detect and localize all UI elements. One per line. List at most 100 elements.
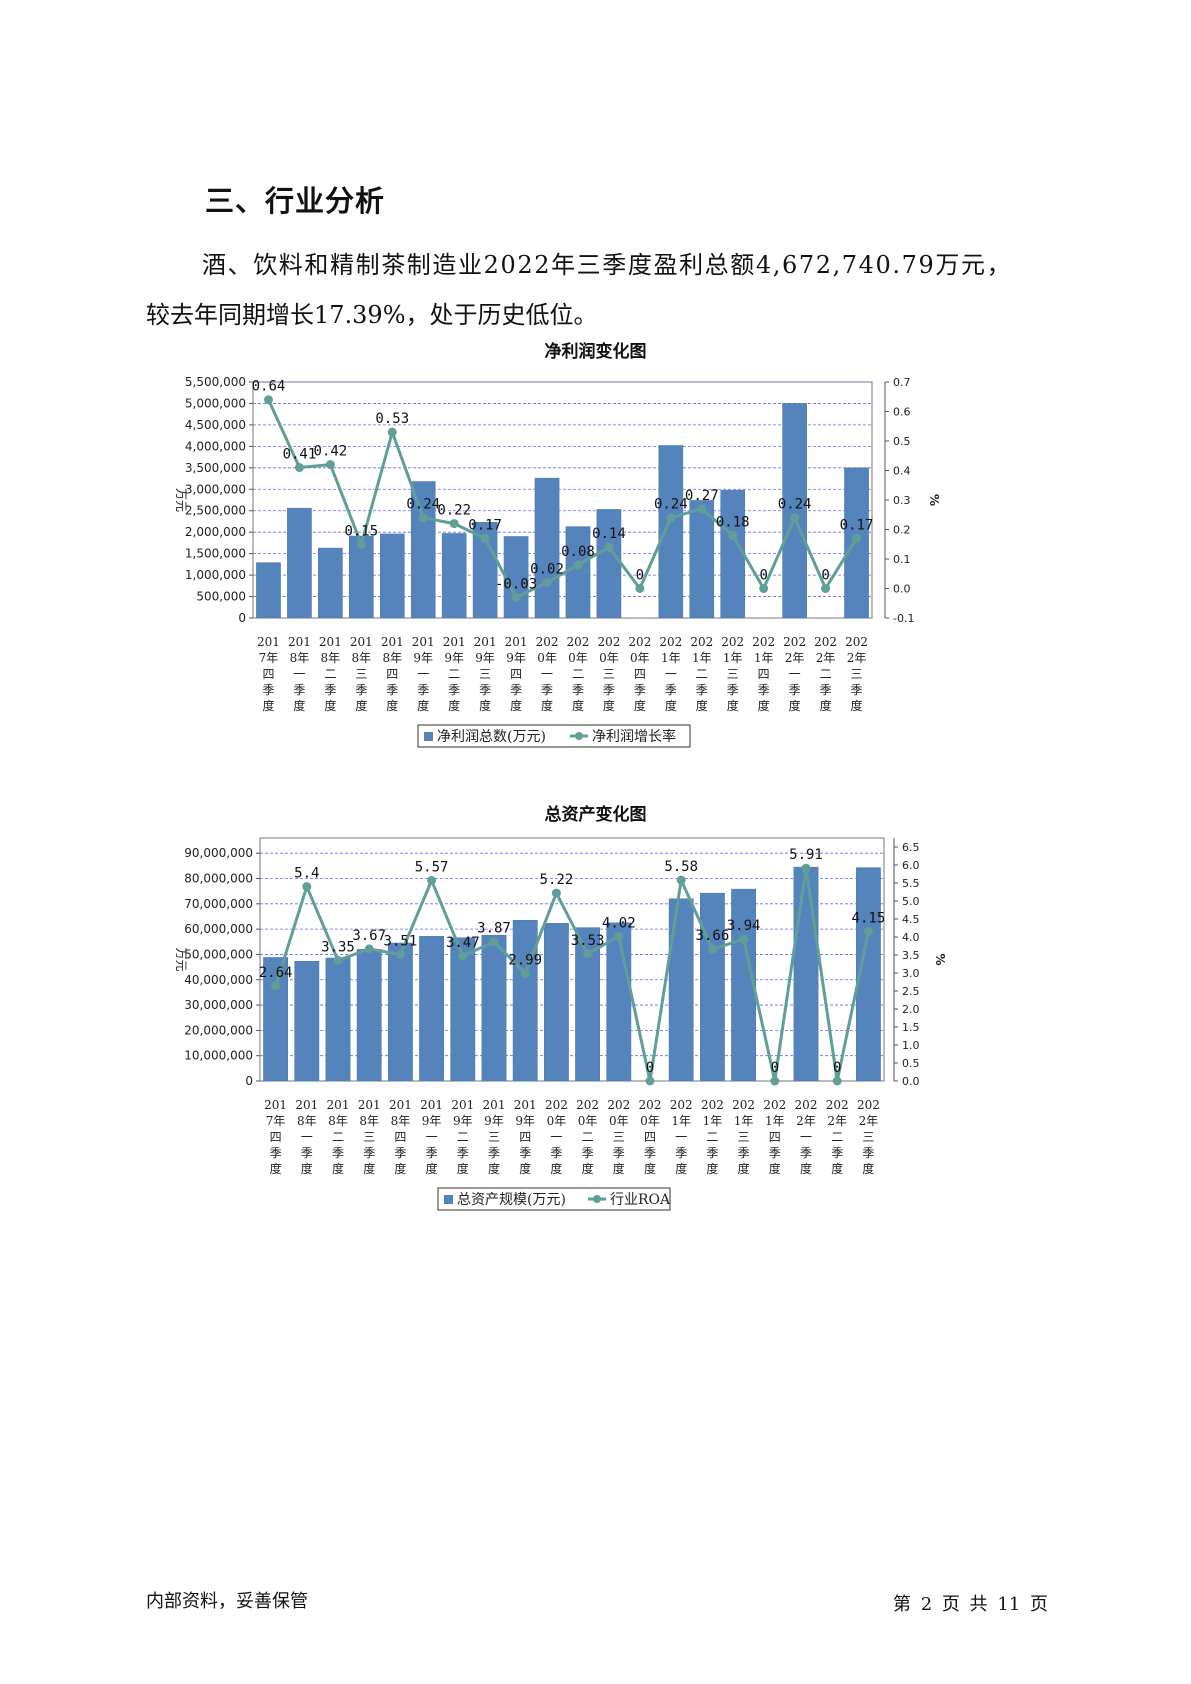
legend-bar-label: 总资产规模(万元) — [457, 1192, 566, 1208]
line-point — [520, 968, 530, 978]
line-point — [395, 950, 405, 960]
data-label: 0.64 — [252, 379, 286, 395]
series-line — [274, 868, 870, 1082]
line-point — [302, 882, 312, 892]
x-tick-label: 202 1年三季度 — [721, 635, 744, 713]
y2-tick-label: 3.5 — [902, 949, 920, 962]
data-label: 0.27 — [685, 488, 719, 504]
x-tick-label: 202 0年一季度 — [536, 635, 559, 713]
y-tick-label: 1,500,000 — [185, 547, 246, 561]
data-label: 5.4 — [294, 866, 319, 882]
line-point — [863, 927, 873, 937]
x-tick-label: 201 8年二季度 — [327, 1098, 350, 1176]
x-tick-label: 201 8年三季度 — [358, 1098, 381, 1176]
line-point — [614, 931, 624, 941]
data-label: 0 — [833, 1060, 841, 1076]
line-point — [583, 949, 593, 959]
y2-tick-label: 0.2 — [893, 524, 911, 537]
profit-chart: 0 500,000 1,000,000 1,500,000 2,000,000 2,500… — [174, 375, 941, 748]
line-point — [573, 560, 583, 570]
line-point — [604, 542, 614, 552]
y2-tick-label: 3.0 — [902, 967, 920, 980]
bar — [503, 536, 529, 619]
y2-tick-label: 0.0 — [893, 583, 911, 596]
y-tick-label: 3,500,000 — [185, 461, 246, 475]
data-label: 0 — [771, 1060, 779, 1076]
bar — [318, 547, 343, 619]
legend-bar-swatch — [444, 1195, 453, 1204]
bar — [349, 535, 374, 619]
line-point — [489, 937, 499, 947]
y-tick-label: 0 — [238, 611, 246, 625]
data-label: 0.18 — [716, 514, 750, 530]
x-tick-label: 202 0年三季度 — [607, 1098, 630, 1176]
x-tick-label: 201 8年四季度 — [381, 635, 404, 713]
summary-paragraph: 酒、饮料和精制茶制造业2022年三季度盈利总额4,672,740.79万元， 较… — [146, 240, 1046, 340]
data-label: 4.02 — [602, 915, 636, 931]
line-point — [325, 460, 335, 470]
line-point — [635, 584, 645, 593]
line-point — [449, 519, 459, 529]
bar — [287, 507, 312, 619]
x-tick-label: 202 2年一季度 — [795, 1098, 818, 1176]
line-point — [551, 888, 561, 898]
x-tick-label: 202 2年三季度 — [857, 1098, 880, 1176]
x-tick-label: 201 8年一季度 — [288, 635, 311, 713]
data-label: 0 — [646, 1060, 654, 1076]
line-point — [728, 530, 738, 540]
legend-box — [417, 724, 691, 748]
bar — [294, 961, 320, 1082]
legend-box — [437, 1187, 671, 1211]
y-tick-label: 60,000,000 — [184, 922, 253, 936]
line-point — [511, 592, 521, 602]
data-label: 3.51 — [384, 934, 418, 950]
bar — [731, 888, 757, 1082]
bar — [512, 920, 538, 1082]
legend-line-marker — [575, 732, 583, 740]
x-tick-label: 201 9年三季度 — [474, 635, 497, 713]
data-label: 5.22 — [540, 872, 574, 888]
line-point — [645, 1076, 655, 1086]
data-label: 0.17 — [840, 517, 874, 533]
y2-tick-label: 1.0 — [902, 1039, 920, 1052]
x-tick-label: 202 0年二季度 — [576, 1098, 599, 1176]
y-tick-label: 2,500,000 — [185, 504, 246, 518]
series-line — [267, 399, 858, 600]
line-point — [427, 875, 437, 885]
y2-tick-label: 4.5 — [902, 913, 920, 926]
data-label: 3.66 — [696, 928, 730, 944]
data-label: 0 — [759, 568, 767, 584]
x-tick-label: 202 2年二季度 — [814, 635, 837, 713]
y2-tick-label: 0.5 — [902, 1057, 920, 1070]
y2-tick-label: 0.7 — [893, 376, 911, 389]
bar — [606, 922, 632, 1082]
data-label: 0 — [636, 568, 644, 584]
line-point — [801, 863, 811, 873]
y2-tick-label: 0.3 — [893, 494, 911, 507]
y-tick-label: 50,000,000 — [184, 947, 253, 961]
line-point — [790, 513, 800, 523]
y2-tick-label: 6.0 — [902, 859, 920, 872]
x-tick-label: 202 0年一季度 — [545, 1098, 568, 1176]
y-tick-label: 80,000,000 — [184, 872, 253, 886]
y2-tick-label: 5.5 — [902, 877, 920, 890]
y2-tick-label: 0.6 — [893, 406, 911, 419]
x-tick-label: 202 1年二季度 — [701, 1098, 724, 1176]
line-point — [739, 934, 749, 944]
legend-bar-label: 净利润总数(万元) — [437, 729, 546, 745]
line-point — [666, 513, 676, 523]
bar — [256, 562, 281, 619]
legend-bar-swatch — [424, 732, 433, 741]
data-label: 0.24 — [654, 497, 688, 513]
legend-line-marker — [593, 1195, 601, 1203]
line-point — [480, 533, 490, 543]
line-point — [271, 981, 281, 991]
y2-tick-label: 0.0 — [902, 1075, 920, 1088]
assets-chart-title: 总资产变化图 — [544, 805, 647, 825]
bar — [565, 526, 591, 619]
line-point — [294, 463, 304, 473]
y2-tick-label: 5.0 — [902, 895, 920, 908]
x-tick-label: 202 2年一季度 — [783, 635, 806, 713]
data-label: 0.41 — [283, 447, 317, 463]
y-tick-label: 40,000,000 — [184, 973, 253, 987]
